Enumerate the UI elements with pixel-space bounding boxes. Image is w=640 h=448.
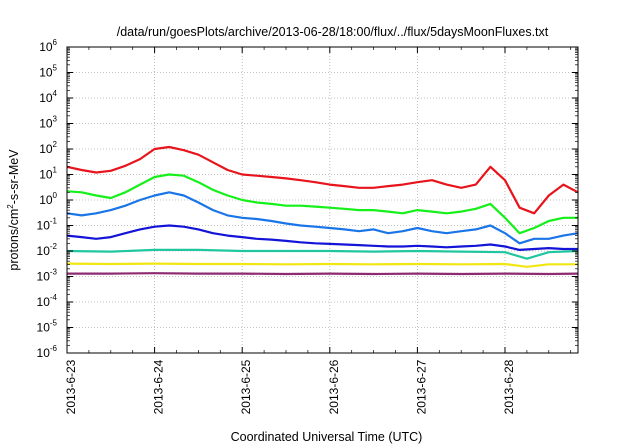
x-tick-label: 2013-6-26 (327, 359, 341, 414)
x-axis-ticks: 2013-6-23 2013-6-24 2013-6-25 2013-6-26 2013… (64, 47, 572, 414)
y-tick-label: 104 (39, 89, 57, 105)
y-axis-label: protons/cm2-s-sr-MeV (6, 149, 21, 271)
y-tick-label: 102 (39, 140, 57, 156)
plot-frame (66, 46, 579, 354)
series-line-6 (66, 262, 578, 268)
x-tick-label: 2013-6-23 (64, 359, 78, 414)
series-line-3 (66, 191, 579, 245)
y-tick-label: 106 (39, 38, 57, 54)
y-tick-label: 10-4 (37, 293, 58, 309)
x-tick-label: 2013-6-28 (502, 359, 516, 414)
y-tick-label: 10-3 (37, 268, 58, 284)
y-tick-label: 101 (39, 166, 57, 182)
x-tick-label: 2013-6-24 (152, 359, 166, 414)
y-tick-label: 10-5 (37, 319, 58, 335)
x-tick-label: 2013-6-27 (414, 359, 428, 414)
y-tick-label: 100 (39, 191, 57, 207)
series-lines (66, 145, 579, 276)
y-tick-label: 103 (39, 115, 57, 131)
y-tick-label: 105 (39, 64, 57, 80)
series-line-1 (66, 145, 579, 215)
x-tick-label: 2013-6-25 (239, 359, 253, 414)
series-line-4 (66, 224, 578, 251)
chart-title: /data/run/goesPlots/archive/2013-06-28/1… (117, 25, 549, 39)
y-tick-label: 10-1 (37, 217, 58, 233)
x-axis-label: Coordinated Universal Time (UTC) (231, 430, 423, 444)
series-line-2 (66, 173, 578, 235)
y-tick-label: 10-2 (37, 242, 58, 258)
y-tick-label: 10-6 (37, 344, 58, 360)
series-line-5 (66, 248, 579, 260)
series-line-7 (67, 272, 579, 276)
y-axis-ticks: 10-6 10-5 10-4 10-3 10-2 10-1 100 101 102 103 104 1… (37, 38, 578, 360)
